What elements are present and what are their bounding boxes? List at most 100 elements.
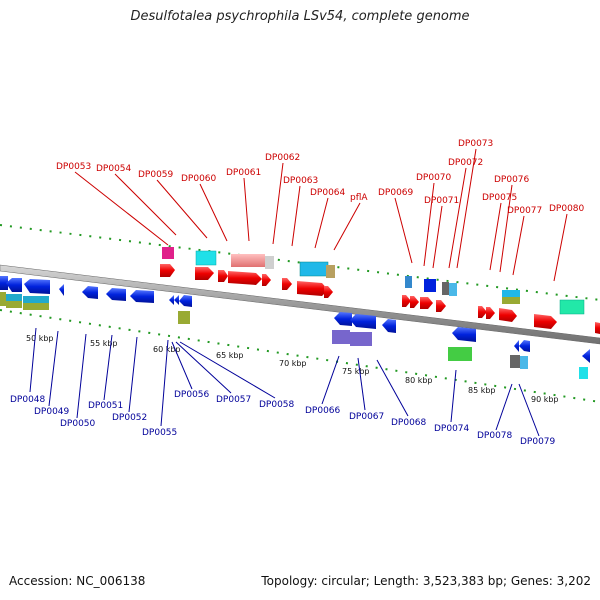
upper-scale-line xyxy=(0,224,600,301)
gene-label: DP0080 xyxy=(549,204,585,214)
gene-label: DP0068 xyxy=(391,418,427,428)
gene-block xyxy=(299,261,329,277)
gene-arrow xyxy=(514,340,519,352)
gene-block xyxy=(23,303,49,310)
gene-arrow xyxy=(24,279,50,294)
scale-label: 65 kbp xyxy=(216,351,244,360)
topology-summary: Topology: circular; Length: 3,523,383 bp… xyxy=(261,574,591,588)
scale-labels: 50 kbp 55 kbp 60 kbp 65 kbp 70 kbp 75 kb… xyxy=(26,334,559,404)
gene-label: DP0078 xyxy=(477,431,513,441)
gene-block xyxy=(579,367,588,379)
gene-block xyxy=(405,276,412,288)
gene-arrow xyxy=(420,297,433,309)
top-leader-lines xyxy=(74,148,568,282)
gene-arrow xyxy=(402,295,411,307)
gene-arrow xyxy=(130,290,154,303)
gene-arrow xyxy=(595,322,600,334)
gene-label: DP0060 xyxy=(181,174,217,184)
gene-arrow xyxy=(106,288,126,301)
gene-arrow xyxy=(486,307,495,319)
gene-arrow xyxy=(59,284,64,296)
gene-arrow xyxy=(499,308,517,322)
gene-label: DP0048 xyxy=(10,395,46,405)
gene-label: DP0079 xyxy=(520,437,556,447)
gene-label: DP0051 xyxy=(88,401,123,411)
scale-label: 50 kbp xyxy=(26,334,54,343)
gene-label: DP0058 xyxy=(259,400,295,410)
scale-label: 90 kbp xyxy=(531,395,559,404)
gene-arrow xyxy=(0,276,8,290)
gene-arrow xyxy=(382,319,396,333)
gene-label: DP0055 xyxy=(142,428,177,438)
gene-block xyxy=(559,299,585,315)
gene-label: pflA xyxy=(350,193,368,203)
gene-label: DP0061 xyxy=(226,168,261,178)
scale-label: 70 kbp xyxy=(279,359,307,368)
accession-label: Accession: NC_006138 xyxy=(9,574,146,588)
gene-arrow xyxy=(228,271,262,285)
gene-arrow xyxy=(410,296,419,308)
gene-label: DP0075 xyxy=(482,193,517,203)
gene-block xyxy=(178,311,190,324)
gene-label: DP0069 xyxy=(378,188,414,198)
reverse-genes xyxy=(0,276,590,379)
scale-label: 80 kbp xyxy=(405,376,433,385)
bottom-leader-lines xyxy=(29,327,540,437)
gene-arrow xyxy=(174,295,179,305)
gene-label: DP0050 xyxy=(60,419,96,429)
scale-label: 75 kbp xyxy=(342,367,370,376)
gene-label: DP0056 xyxy=(174,390,210,400)
gene-arrow xyxy=(452,327,476,342)
gene-label: DP0053 xyxy=(56,162,91,172)
gene-label: DP0062 xyxy=(265,153,300,163)
gene-arrow xyxy=(179,295,192,307)
gene-block xyxy=(6,294,22,301)
gene-label: DP0076 xyxy=(494,175,530,185)
gene-arrow xyxy=(478,306,487,318)
gene-block xyxy=(0,292,6,306)
gene-arrow xyxy=(195,267,214,280)
gene-block xyxy=(448,347,472,361)
gene-arrow xyxy=(160,264,175,277)
gene-arrow xyxy=(350,314,376,329)
gene-block xyxy=(502,297,520,304)
gene-label: DP0067 xyxy=(349,412,384,422)
gene-block xyxy=(265,256,274,269)
gene-arrow xyxy=(6,278,22,292)
gene-arrow xyxy=(169,295,174,305)
gene-label: DP0064 xyxy=(310,188,346,198)
gene-label: DP0072 xyxy=(448,158,483,168)
gene-block xyxy=(442,282,449,295)
gene-arrow xyxy=(82,286,98,299)
gene-arrow xyxy=(436,300,446,312)
gene-arrow xyxy=(519,340,530,352)
gene-label: DP0057 xyxy=(216,395,251,405)
bottom-gene-labels: DP0048 DP0049 DP0050 DP0051 DP0052 DP005… xyxy=(10,390,556,447)
gene-label: DP0063 xyxy=(283,176,318,186)
forward-genes xyxy=(160,247,600,334)
gene-label: DP0077 xyxy=(507,206,542,216)
gene-label: DP0052 xyxy=(112,413,147,423)
top-gene-labels: DP0053 DP0054 DP0059 DP0060 DP0061 DP006… xyxy=(56,139,585,216)
genome-backbone xyxy=(0,264,600,345)
gene-block xyxy=(520,356,528,369)
gene-block xyxy=(162,247,174,259)
gene-arrow xyxy=(534,314,557,329)
gene-block xyxy=(332,330,350,344)
gene-label: DP0070 xyxy=(416,173,452,183)
gene-label: DP0071 xyxy=(424,196,459,206)
gene-arrow xyxy=(582,349,590,363)
gene-block xyxy=(6,301,22,308)
scale-label: 55 kbp xyxy=(90,339,118,348)
genome-title: Desulfotalea psychrophila LSv54, complet… xyxy=(130,9,470,24)
gene-label: DP0066 xyxy=(305,406,341,416)
scale-label: 85 kbp xyxy=(468,386,496,395)
gene-label: DP0054 xyxy=(96,164,132,174)
gene-arrow xyxy=(218,270,228,282)
gene-arrow xyxy=(282,278,292,290)
gene-block xyxy=(231,254,265,267)
gene-label: DP0074 xyxy=(434,424,470,434)
gene-block xyxy=(23,296,49,303)
gene-arrow xyxy=(334,312,352,326)
